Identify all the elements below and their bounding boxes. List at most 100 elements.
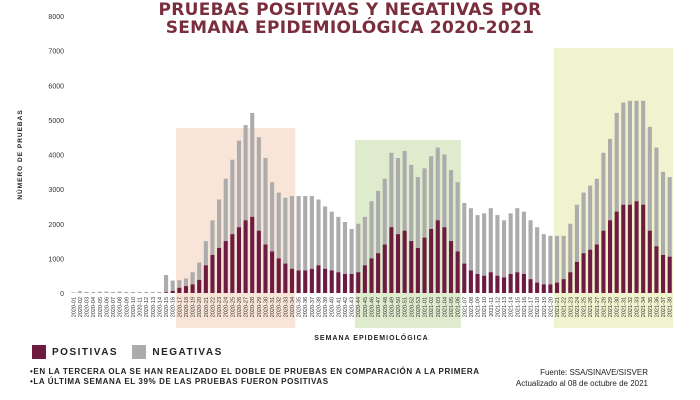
x-tick-label: 2020-05 bbox=[98, 297, 104, 317]
x-tick-label: 2020-25 bbox=[230, 297, 236, 317]
x-tick-label: 2020-10 bbox=[131, 297, 137, 317]
x-tick-label: 2021-19 bbox=[542, 297, 548, 317]
bar-positivas bbox=[243, 220, 248, 293]
x-tick-label: 2021-31 bbox=[621, 297, 627, 317]
bar-negativas bbox=[475, 215, 480, 274]
bar-positivas bbox=[548, 284, 553, 293]
bar-positivas bbox=[270, 251, 275, 293]
bar-negativas bbox=[382, 178, 387, 245]
bar-negativas bbox=[568, 223, 573, 273]
bar-negativas bbox=[667, 177, 672, 257]
y-axis-label: NÚMERO DE PRUEBAS bbox=[15, 109, 24, 199]
bar-positivas bbox=[541, 284, 546, 293]
x-tick-label: 2021-15 bbox=[515, 297, 521, 317]
bar-positivas bbox=[203, 265, 208, 293]
bar-positivas bbox=[482, 275, 487, 293]
bar-negativas bbox=[263, 157, 268, 245]
x-tick-label: 2020-35 bbox=[297, 297, 303, 317]
x-tick-label: 2020-38 bbox=[316, 297, 322, 317]
x-tick-label: 2020-03 bbox=[85, 297, 91, 317]
x-tick-label: 2020-14 bbox=[157, 297, 163, 317]
x-tick-label: 2021-01 bbox=[423, 297, 429, 317]
x-tick-label: 2021-05 bbox=[449, 297, 455, 317]
x-tick-label: 2020-26 bbox=[237, 297, 243, 317]
bar-negativas bbox=[508, 213, 513, 274]
x-tick-label: 2021-27 bbox=[595, 297, 601, 317]
bar-positivas bbox=[641, 204, 646, 293]
x-tick-label: 2020-27 bbox=[244, 297, 250, 317]
bar-negativas bbox=[309, 196, 314, 269]
x-tick-label: 2021-20 bbox=[548, 297, 554, 317]
x-tick-label: 2020-42 bbox=[343, 297, 349, 317]
x-tick-label: 2021-36 bbox=[654, 297, 660, 317]
x-tick-label: 2020-44 bbox=[356, 297, 362, 317]
bar-positivas bbox=[429, 228, 434, 293]
x-tick-label: 2021-34 bbox=[641, 297, 647, 317]
bar-negativas bbox=[210, 220, 215, 255]
legend: POSITIVAS NEGATIVAS bbox=[32, 345, 233, 362]
bar-negativas bbox=[554, 235, 560, 283]
bar-positivas bbox=[634, 201, 639, 293]
bar-negativas bbox=[369, 201, 374, 259]
bar-positivas bbox=[395, 234, 401, 293]
source-info: Fuente: SSA/SINAVE/SISVER Actualizado al… bbox=[516, 367, 648, 389]
bar-positivas bbox=[594, 244, 599, 293]
x-tick-label: 2020-34 bbox=[290, 297, 296, 317]
bar-negativas bbox=[641, 100, 646, 205]
bar-negativas bbox=[574, 204, 579, 262]
legend-swatch-negativas bbox=[132, 345, 147, 359]
bar-positivas bbox=[601, 230, 606, 293]
x-tick-label: 2020-46 bbox=[370, 297, 376, 317]
bar-negativas bbox=[117, 291, 122, 293]
bar-negativas bbox=[84, 291, 89, 293]
bar-positivas bbox=[362, 265, 367, 293]
x-tick-label: 2020-29 bbox=[257, 297, 263, 317]
bar-positivas bbox=[329, 270, 334, 293]
bar-positivas bbox=[409, 241, 414, 293]
bar-negativas bbox=[336, 216, 341, 273]
bar-positivas bbox=[190, 284, 195, 293]
x-tick-label: 2021-28 bbox=[601, 297, 607, 317]
updated-line: Actualizado al 08 de octubre de 2021 bbox=[515, 379, 648, 388]
bar-negativas bbox=[124, 291, 129, 293]
bar-negativas bbox=[296, 196, 301, 271]
bar-negativas bbox=[183, 278, 189, 287]
bar-positivas bbox=[177, 287, 182, 293]
bar-negativas bbox=[501, 220, 507, 278]
x-tick-label: 2020-40 bbox=[330, 297, 336, 317]
bar-positivas bbox=[535, 282, 540, 293]
x-tick-label: 2021-09 bbox=[476, 297, 482, 317]
x-tick-label: 2021-33 bbox=[635, 297, 641, 317]
bar-negativas bbox=[521, 211, 526, 274]
bar-positivas bbox=[422, 237, 427, 293]
x-tick-label: 2021-12 bbox=[495, 297, 501, 317]
bar-negativas bbox=[144, 291, 149, 293]
bar-negativas bbox=[362, 216, 367, 266]
x-tick-label: 2021-11 bbox=[489, 297, 495, 317]
bar-positivas bbox=[276, 258, 281, 293]
bar-negativas bbox=[177, 280, 182, 288]
bar-positivas bbox=[210, 254, 215, 293]
bar-positivas bbox=[495, 275, 500, 293]
x-tick-label: 2020-20 bbox=[197, 297, 203, 317]
x-tick-label: 2020-50 bbox=[396, 297, 402, 317]
legend-swatch-positivas bbox=[32, 345, 46, 359]
bar-negativas bbox=[323, 206, 328, 269]
notes: •EN LA TERCERA OLA SE HAN REALIZADO EL D… bbox=[30, 367, 480, 387]
bar-positivas bbox=[462, 263, 467, 293]
bar-positivas bbox=[296, 270, 301, 293]
bar-negativas bbox=[488, 208, 493, 273]
x-tick-label: 2021-06 bbox=[456, 297, 462, 317]
legend-item-negativas: NEGATIVAS bbox=[132, 345, 222, 359]
x-tick-label: 2020-18 bbox=[184, 297, 190, 317]
bar-positivas bbox=[554, 282, 560, 293]
bar-negativas bbox=[356, 223, 361, 273]
bar-negativas bbox=[627, 100, 632, 205]
bar-negativas bbox=[157, 291, 162, 293]
bar-positivas bbox=[468, 270, 473, 293]
bar-negativas bbox=[455, 182, 460, 252]
bar-negativas bbox=[462, 202, 467, 264]
x-tick-label: 2021-03 bbox=[436, 297, 442, 317]
x-tick-label: 2021-02 bbox=[429, 297, 435, 317]
bar-negativas bbox=[389, 152, 394, 228]
